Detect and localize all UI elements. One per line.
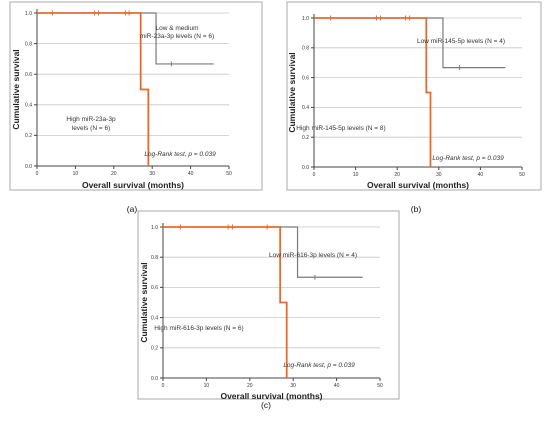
y-tick-label: 0.2 xyxy=(25,133,32,139)
y-tick-label: 1.0 xyxy=(302,16,309,22)
survival-curve-low xyxy=(280,226,363,278)
panel-caption: (c) xyxy=(261,400,271,410)
series-label: High miR-616-3p levels (N = 6) xyxy=(154,325,243,332)
x-tick-label: 10 xyxy=(204,383,210,389)
x-tick-label: 40 xyxy=(188,171,194,177)
km-panel-1: 0.0 0.2 0.4 0.6 0.8 1.0 0 10 20 30 40 50 Cumulative … xyxy=(9,1,263,191)
series-label: Low miR-145-5p levels (N = 4) xyxy=(417,38,505,45)
survival-curve-low xyxy=(426,17,506,69)
y-axis-label: Cumulative survival xyxy=(287,52,297,132)
x-tick-label: 50 xyxy=(377,383,383,389)
panel-frame xyxy=(9,1,263,191)
y-tick-label: 1.0 xyxy=(151,225,158,231)
y-axis-label: Cumulative survival xyxy=(11,49,21,129)
x-tick-label: 30 xyxy=(436,172,442,178)
y-tick-label: 0.8 xyxy=(302,46,309,52)
y-tick-label: 0.6 xyxy=(25,72,32,78)
series-label: Low & medium xyxy=(156,25,199,32)
logrank-annotation: Log-Rank test, p = 0.039 xyxy=(283,362,355,369)
panel-frame xyxy=(286,1,542,191)
y-axis-label: Cumulative survival xyxy=(139,262,149,342)
x-tick-label: 40 xyxy=(334,383,340,389)
x-tick-label: 20 xyxy=(111,171,117,177)
panel-caption: (b) xyxy=(411,204,422,214)
y-tick-label: 0.2 xyxy=(151,346,158,352)
y-tick-label: 0.6 xyxy=(302,75,309,81)
x-axis-label: Overall survival (months) xyxy=(367,180,469,190)
y-tick-label: 0.4 xyxy=(25,103,32,109)
survival-curve-high xyxy=(163,226,288,378)
x-tick-label: 0 xyxy=(313,172,316,178)
y-tick-label: 0.4 xyxy=(302,105,309,111)
x-tick-label: 0 xyxy=(162,383,165,389)
y-tick-label: 0.2 xyxy=(302,135,309,141)
x-tick-label: 0 xyxy=(36,171,39,177)
logrank-annotation: Log-Rank test, p = 0.039 xyxy=(432,155,504,162)
x-axis-label: Overall survival (months) xyxy=(82,180,184,190)
x-tick-label: 30 xyxy=(290,383,296,389)
y-tick-label: 0.8 xyxy=(25,41,32,47)
series-label: High miR-145-5p levels (N = 8) xyxy=(296,125,385,132)
survival-curve-high xyxy=(37,12,150,166)
y-tick-label: 0.0 xyxy=(302,165,309,171)
series-label: miR-23a-3p levels (N = 6) xyxy=(140,33,214,40)
x-axis-label: Overall survival (months) xyxy=(220,391,322,401)
series-label: High miR-23a-3p xyxy=(66,116,116,123)
series-label: Low miR-616-3p levels (N = 4) xyxy=(269,252,357,259)
survival-curve-high xyxy=(314,17,432,167)
panel-frame xyxy=(137,210,400,400)
x-tick-label: 10 xyxy=(353,172,359,178)
x-tick-label: 40 xyxy=(478,172,484,178)
x-tick-label: 50 xyxy=(226,171,232,177)
y-tick-label: 1.0 xyxy=(25,11,32,17)
x-tick-label: 50 xyxy=(519,172,525,178)
y-tick-label: 0.4 xyxy=(151,315,158,321)
y-tick-label: 0.8 xyxy=(151,255,158,261)
km-panel-2: 0.0 0.2 0.4 0.6 0.8 1.0 0 10 20 30 40 50 Cumulative … xyxy=(286,1,542,191)
x-tick-label: 20 xyxy=(394,172,400,178)
x-tick-label: 20 xyxy=(247,383,253,389)
series-label: levels (N = 6) xyxy=(72,125,110,132)
panel-caption: (a) xyxy=(127,204,138,214)
x-tick-label: 30 xyxy=(149,171,155,177)
y-tick-label: 0.0 xyxy=(25,164,32,170)
y-tick-label: 0.0 xyxy=(151,376,158,382)
survival-curve-low xyxy=(140,12,214,65)
y-tick-label: 0.6 xyxy=(151,285,158,291)
km-panel-3: 0.0 0.2 0.4 0.6 0.8 1.0 0 10 20 30 40 50 Cumulative … xyxy=(137,210,400,401)
logrank-annotation: Log-Rank test, p = 0.039 xyxy=(144,151,216,158)
x-tick-label: 10 xyxy=(73,171,79,177)
